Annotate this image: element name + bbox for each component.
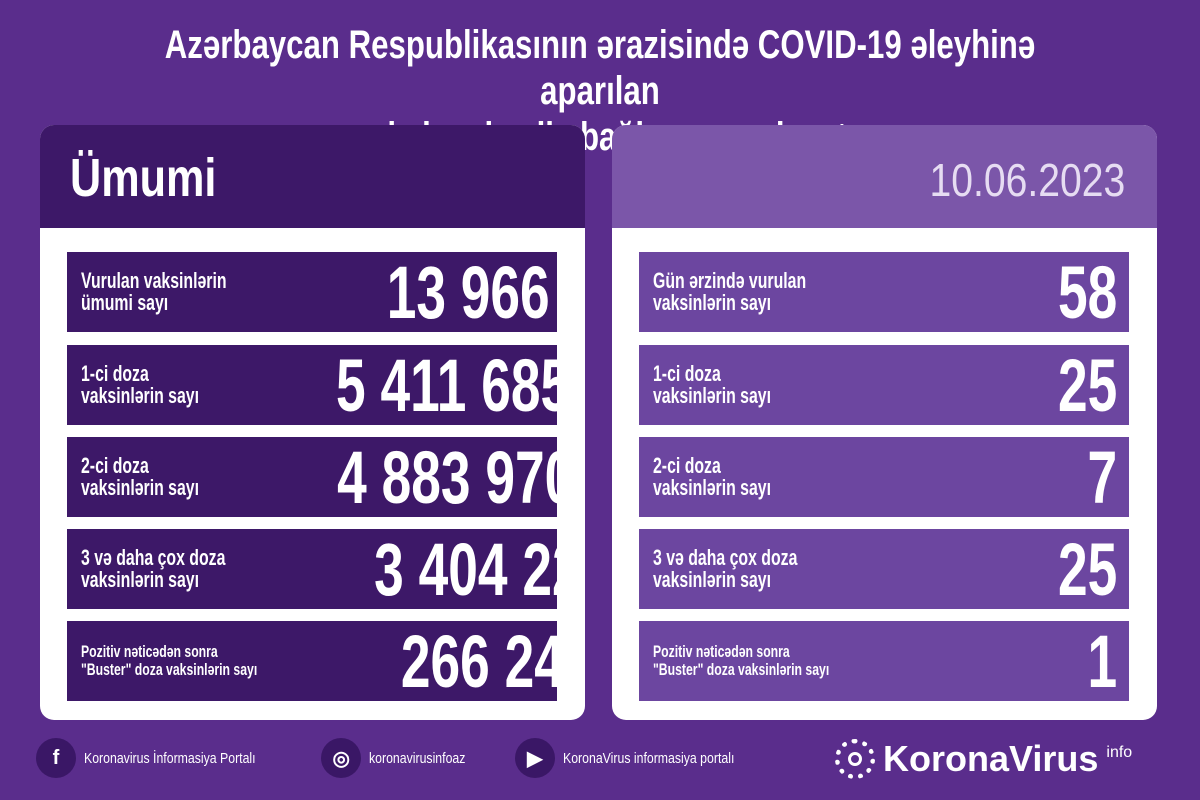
left-stat-row: 1-ci doza vaksinlərin sayı 5 411 685	[67, 344, 570, 427]
stat-label: Gün ərzində vurulan vaksinlərin sayı	[653, 268, 807, 315]
stat-label: Pozitiv nəticədən sonra "Buster" doza vak…	[653, 642, 830, 679]
right-stat-row: 1-ci doza vaksinlərin sayı 25	[639, 343, 1129, 427]
instagram-link[interactable]: ◎ koronavirusinfoaz	[321, 738, 466, 778]
stat-value: 266 247	[400, 619, 585, 703]
stat-label: Vurulan vaksinlərin ümumi sayı	[81, 268, 227, 315]
daily-panel: 10.06.2023 Gün ərzində vurulan vaksinləri…	[612, 125, 1157, 720]
left-stat-row: Pozitiv nəticədən sonra "Buster" doza vak…	[67, 620, 585, 703]
stat-value: 1	[1087, 619, 1117, 703]
facebook-icon: f	[36, 738, 76, 778]
instagram-icon: ◎	[321, 738, 362, 778]
footer: f Koronavirus İnformasiya Portalı ◎ korona…	[36, 738, 742, 778]
virus-sun-icon	[835, 739, 875, 779]
right-stat-row: Gün ərzində vurulan vaksinlərin sayı 58	[639, 250, 1129, 334]
left-stat-row: 2-ci doza vaksinlərin sayı 4 883 970	[67, 436, 574, 519]
stat-value: 3 404 224	[373, 527, 585, 611]
date-header: 10.06.2023	[612, 125, 1157, 228]
date: 10.06.2023	[929, 154, 1125, 206]
stat-label: 2-ci doza vaksinlərin sayı	[81, 453, 200, 500]
stat-value: 13 966 126	[386, 250, 585, 334]
stat-label: 1-ci doza vaksinlərin sayı	[653, 361, 772, 408]
total-panel: Ümumi Vurulan vaksinlərin ümumi sayı 13 96…	[40, 125, 585, 720]
stat-label: 3 və daha çox doza vaksinlərin sayı	[81, 545, 226, 592]
stat-label: 3 və daha çox doza vaksinlərin sayı	[653, 545, 798, 592]
stat-value: 4 883 970	[337, 435, 575, 519]
stat-value: 5 411 685	[335, 343, 571, 427]
stat-value: 7	[1087, 435, 1117, 519]
right-stat-row: 2-ci doza vaksinlərin sayı 7	[639, 435, 1129, 519]
left-stat-row: 3 və daha çox doza vaksinlərin sayı 3 404 …	[67, 528, 585, 611]
stat-value: 25	[1057, 527, 1117, 611]
facebook-link[interactable]: f Koronavirus İnformasiya Portalı	[36, 738, 263, 778]
youtube-link[interactable]: ▶ KoronaVirus informasiya portalı	[514, 738, 742, 778]
stat-value: 58	[1057, 250, 1117, 334]
right-stat-row: 3 və daha çox doza vaksinlərin sayı 25	[639, 527, 1129, 611]
stat-label: 2-ci doza vaksinlərin sayı	[653, 453, 772, 500]
stat-value: 25	[1057, 343, 1117, 427]
youtube-icon: ▶	[514, 738, 555, 778]
total-header: Ümumi	[40, 125, 585, 228]
koronavirus-logo: KoronaVirus info	[835, 738, 1132, 780]
right-stat-row: Pozitiv nəticədən sonra "Buster" doza vak…	[639, 619, 1129, 703]
stat-label: Pozitiv nəticədən sonra "Buster" doza vak…	[81, 642, 258, 679]
stat-label: 1-ci doza vaksinlərin sayı	[81, 361, 200, 408]
